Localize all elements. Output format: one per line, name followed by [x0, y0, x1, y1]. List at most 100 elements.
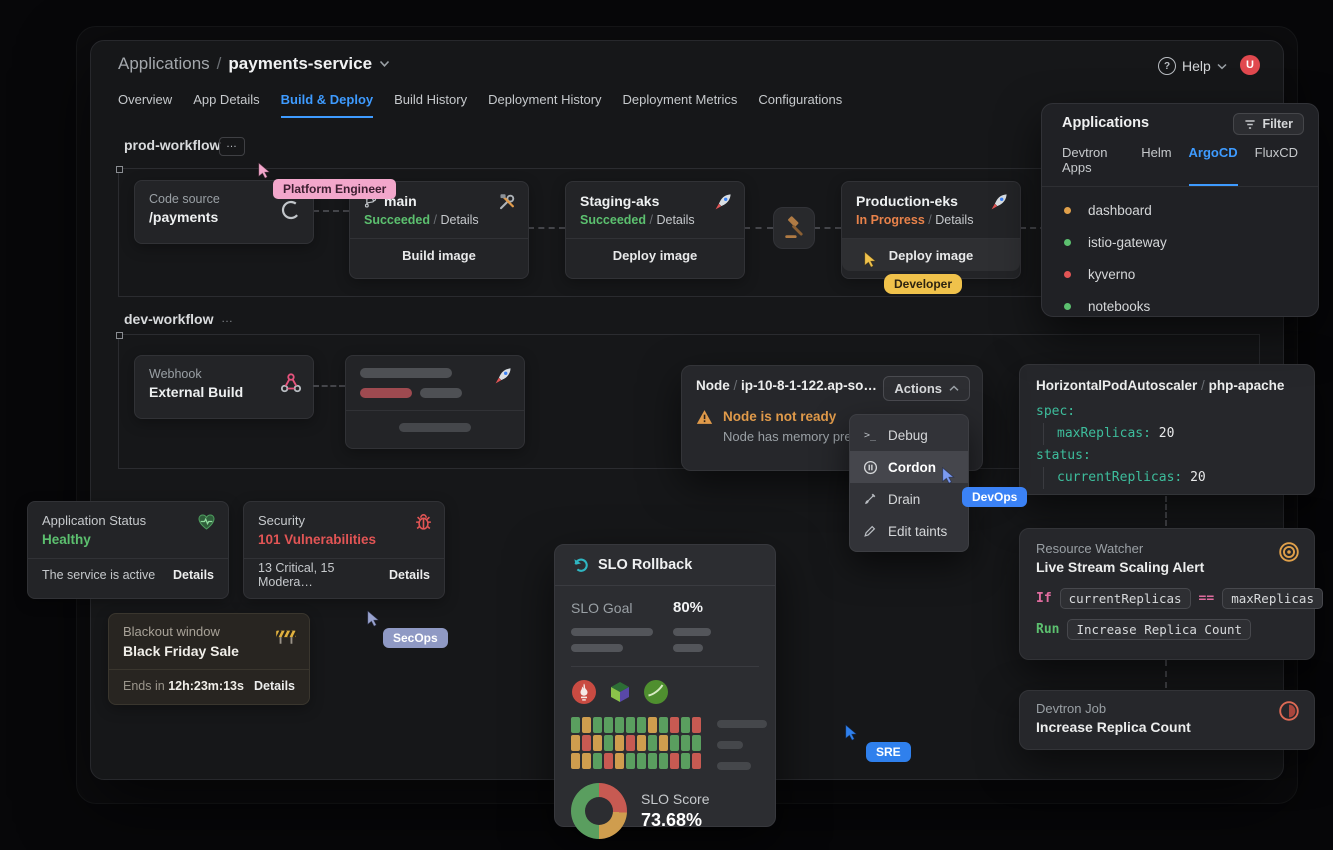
avatar[interactable]: U	[1240, 55, 1260, 75]
tab-app-details[interactable]: App Details	[193, 92, 260, 107]
app-list-item[interactable]: dashboard	[1042, 194, 1318, 226]
yaml-value: 20	[1190, 470, 1206, 485]
apps-tab-helm[interactable]: Helm	[1141, 145, 1172, 160]
hpa-resource-kind: HorizontalPodAutoscaler	[1036, 378, 1198, 393]
prod-workflow-menu-button[interactable]	[219, 137, 245, 156]
slo-rollback-panel: SLO Rollback SLO Goal 80%	[554, 544, 776, 839]
staging-status: Succeeded	[580, 213, 647, 227]
separator: /	[1201, 378, 1205, 393]
status-card-value: Healthy	[42, 532, 91, 547]
slo-grid-cell	[648, 753, 657, 769]
build-details-link[interactable]: Details	[440, 213, 479, 227]
tab-configurations[interactable]: Configurations	[758, 92, 843, 107]
status-details-link[interactable]: Details	[173, 567, 214, 582]
apps-tab-devtron[interactable]: Devtron Apps	[1062, 145, 1108, 175]
chevron-down-icon[interactable]	[379, 60, 390, 68]
pen-icon	[862, 524, 878, 538]
slo-grid-cell	[692, 753, 701, 769]
tab-build-history[interactable]: Build History	[394, 92, 468, 107]
live-stream-icon	[1279, 542, 1299, 562]
watcher-title: Resource Watcher	[1036, 541, 1144, 556]
slo-grid-cell	[582, 753, 591, 769]
slo-grid-cell	[604, 753, 613, 769]
connector-line	[313, 210, 349, 212]
slo-donut	[571, 783, 627, 839]
devops-cursor	[942, 467, 955, 484]
build-action-button[interactable]: Build image	[350, 238, 528, 271]
app-list-item[interactable]: kyverno	[1042, 258, 1318, 290]
separator: /	[433, 213, 437, 227]
help-icon	[1158, 57, 1176, 75]
condition-chip[interactable]: maxReplicas	[1222, 588, 1323, 609]
menu-item-drain[interactable]: Drain	[850, 483, 968, 515]
pause-circle-icon	[862, 460, 878, 475]
operator: ==	[1198, 591, 1215, 606]
slo-grid-cell	[681, 735, 690, 751]
blackout-window-card[interactable]: Blackout window Black Friday Sale Ends i…	[108, 613, 310, 705]
skeleton-bar	[571, 628, 653, 636]
production-details-link[interactable]: Details	[935, 213, 974, 227]
slo-grid-cell	[615, 753, 624, 769]
tab-overview[interactable]: Overview	[118, 92, 173, 107]
slo-grid-cell	[659, 717, 668, 733]
staging-action-button[interactable]: Deploy image	[566, 238, 744, 271]
developer-badge: Developer	[884, 274, 963, 294]
gavel-icon	[785, 216, 803, 239]
applications-panel: Applications Filter Devtron Apps Helm Ar…	[1041, 103, 1319, 317]
slo-grid-cell	[604, 735, 613, 751]
security-card-footer: 13 Critical, 15 Modera…	[258, 560, 335, 589]
run-keyword: Run	[1036, 622, 1060, 637]
resource-watcher-panel: Resource Watcher Live Stream Scaling Ale…	[1019, 528, 1323, 660]
terminal-icon: >_	[863, 429, 877, 441]
slo-grid-cell	[571, 717, 580, 733]
selection-handle	[116, 166, 123, 173]
application-status-card[interactable]: Application Status Healthy The service i…	[27, 501, 229, 599]
slo-grid-cell	[681, 717, 690, 733]
filter-label: Filter	[1262, 117, 1293, 131]
code-source-card[interactable]: Code source /payments	[134, 180, 314, 244]
slo-grid-cell	[571, 735, 580, 751]
condition-chip[interactable]: currentReplicas	[1059, 588, 1191, 609]
slo-title: SLO Rollback	[598, 557, 693, 573]
blackout-value: Black Friday Sale	[123, 643, 239, 659]
breadcrumb-root[interactable]: Applications	[118, 54, 210, 73]
secops-cursor	[367, 610, 380, 627]
slo-score-value: 73.68%	[641, 810, 703, 830]
slo-grid-cell	[604, 717, 613, 733]
green-sphere-icon	[644, 680, 668, 704]
menu-item-debug[interactable]: >_ Debug	[850, 419, 968, 451]
yaml-key: status:	[1036, 448, 1091, 463]
tab-build-deploy[interactable]: Build & Deploy	[280, 92, 374, 118]
slo-grid-cell	[670, 735, 679, 751]
prod-workflow-title: prod-workflow	[124, 137, 221, 153]
slo-grid-cell	[582, 717, 591, 733]
connector-line	[744, 227, 773, 229]
apps-tab-fluxcd[interactable]: FluxCD	[1254, 145, 1298, 160]
apps-tab-argocd[interactable]: ArgoCD	[1188, 145, 1238, 186]
menu-item-edit-taints[interactable]: Edit taints	[850, 515, 968, 547]
hpa-yaml: spec: maxReplicas: 20 status: currentRep…	[1036, 401, 1298, 489]
action-chip[interactable]: Increase Replica Count	[1067, 619, 1252, 640]
production-title: Production-eks	[856, 193, 958, 209]
blackout-details-link[interactable]: Details	[254, 678, 295, 693]
security-card-title: Security	[258, 513, 305, 528]
staging-details-link[interactable]: Details	[656, 213, 695, 227]
chevron-up-icon	[949, 385, 959, 391]
node-actions-label: Actions	[894, 381, 942, 396]
hpa-name: php-apache	[1208, 378, 1285, 393]
help-menu[interactable]: Help	[1158, 57, 1227, 75]
tab-deployment-metrics[interactable]: Deployment Metrics	[622, 92, 738, 107]
app-list-item[interactable]: istio-gateway	[1042, 226, 1318, 258]
app-list-item[interactable]: notebooks	[1042, 290, 1318, 322]
webhook-card[interactable]: Webhook External Build	[134, 355, 314, 419]
dev-workflow-menu-button[interactable]	[221, 313, 234, 327]
divider	[571, 666, 759, 667]
staging-pipeline-card[interactable]: Staging-aks Succeeded / Details Deploy i…	[565, 181, 745, 279]
tab-deployment-history[interactable]: Deployment History	[488, 92, 602, 107]
security-details-link[interactable]: Details	[389, 567, 430, 582]
approval-gate[interactable]	[773, 207, 815, 249]
security-card[interactable]: Security 101 Vulnerabilities 13 Critical…	[243, 501, 445, 599]
node-actions-button[interactable]: Actions	[883, 376, 970, 401]
filter-button[interactable]: Filter	[1233, 113, 1304, 135]
